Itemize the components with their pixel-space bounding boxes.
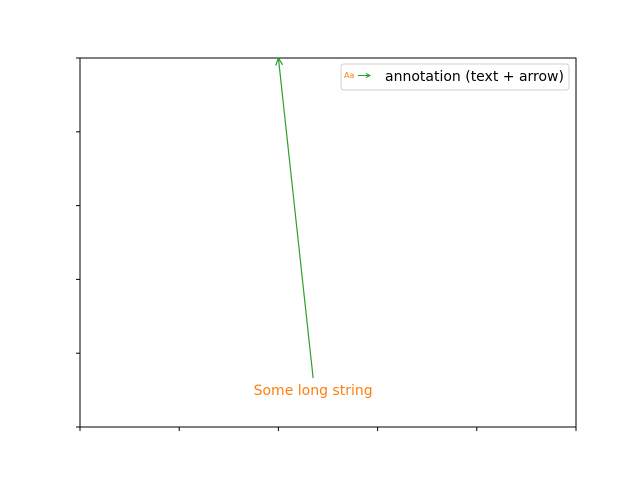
legend-entry-label: annotation (text + arrow) (385, 69, 564, 85)
annotation-text: Some long string (254, 383, 373, 399)
x-axis-ticks (79, 427, 577, 431)
plot-area (80, 58, 576, 427)
annotation-layer: Some long string (254, 56, 373, 399)
y-axis-ticks (76, 57, 80, 428)
axes (76, 57, 577, 431)
annotation-arrowhead (275, 56, 284, 66)
legend-handle-arrowhead (365, 73, 372, 78)
legend: Aa annotation (text + arrow) (340, 63, 570, 91)
legend-frame (340, 63, 570, 91)
annotation-arrow (277, 57, 314, 379)
legend-handle-text: Aa (344, 71, 354, 80)
axes-frame (79, 57, 577, 428)
